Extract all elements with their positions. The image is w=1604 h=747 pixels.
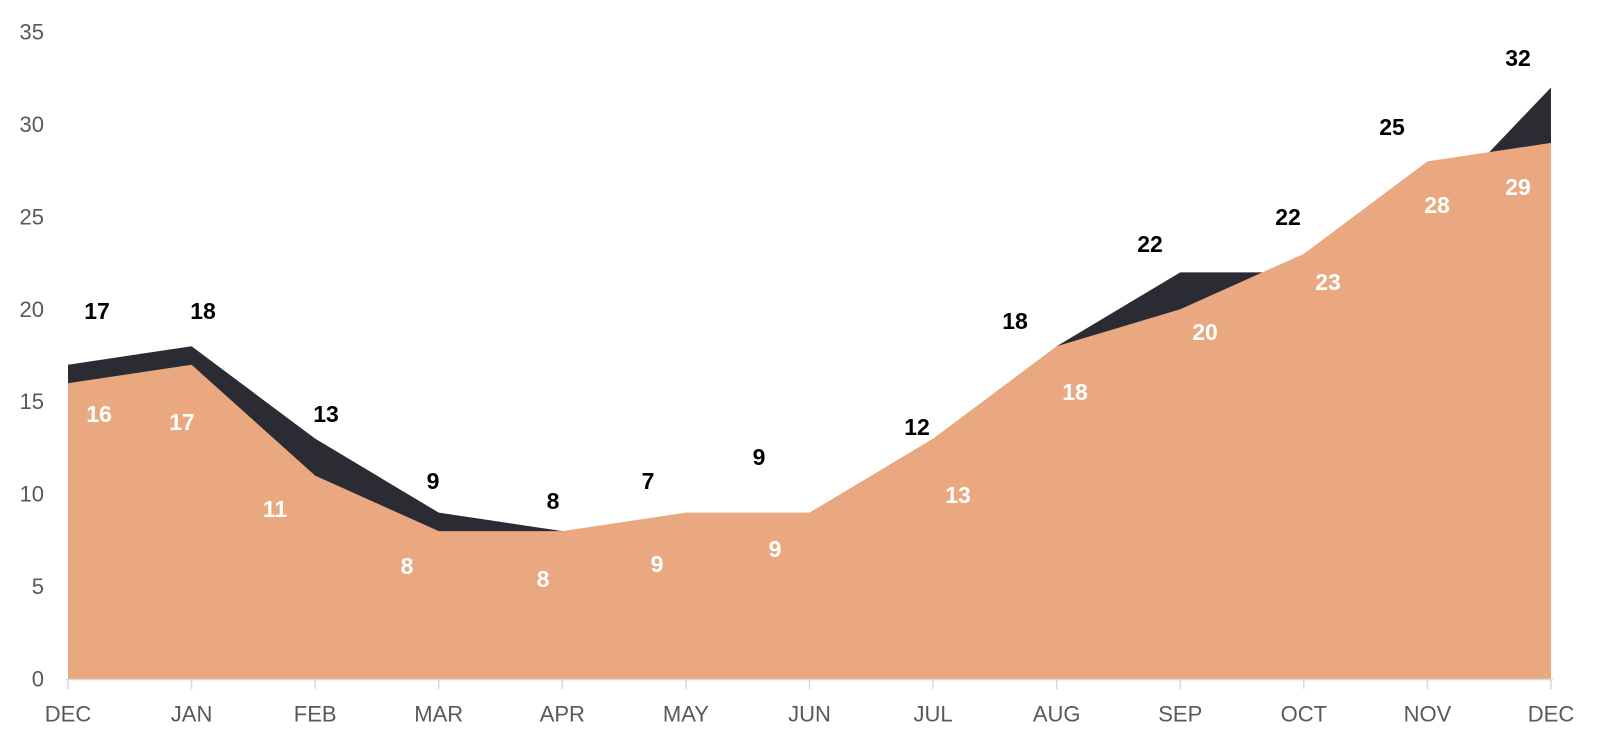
data-label-orange: 11 bbox=[263, 496, 288, 522]
x-axis-label: JUL bbox=[914, 702, 953, 727]
data-label-dark: 18 bbox=[190, 298, 216, 324]
data-label-orange: 9 bbox=[651, 551, 664, 577]
data-label-dark: 22 bbox=[1275, 204, 1301, 230]
data-label-orange: 8 bbox=[537, 566, 550, 592]
y-axis-label: 20 bbox=[20, 297, 44, 322]
data-label-orange: 23 bbox=[1315, 269, 1341, 295]
data-label-orange: 8 bbox=[401, 553, 414, 579]
data-label-dark: 32 bbox=[1505, 45, 1531, 71]
y-axis-label: 35 bbox=[20, 20, 44, 45]
x-axis-label: OCT bbox=[1281, 702, 1327, 727]
data-label-orange: 18 bbox=[1062, 379, 1088, 405]
data-label-dark: 8 bbox=[547, 488, 560, 514]
x-axis-label: DEC bbox=[45, 702, 92, 727]
data-label-dark: 9 bbox=[753, 444, 766, 470]
data-label-orange: 20 bbox=[1192, 319, 1218, 345]
data-label-orange: 16 bbox=[86, 401, 112, 427]
data-label-dark: 9 bbox=[427, 468, 440, 494]
y-axis-label: 0 bbox=[32, 667, 44, 692]
x-axis-label: JUN bbox=[788, 702, 831, 727]
x-axis-label: MAR bbox=[414, 702, 463, 727]
series-area-orange bbox=[68, 142, 1551, 679]
x-axis-label: AUG bbox=[1033, 702, 1081, 727]
data-label-orange: 29 bbox=[1505, 174, 1531, 200]
y-axis-label: 25 bbox=[20, 204, 44, 229]
data-label-orange: 17 bbox=[169, 409, 195, 435]
data-label-dark: 18 bbox=[1002, 308, 1028, 334]
x-axis-label: MAY bbox=[663, 702, 709, 727]
x-axis-label: FEB bbox=[294, 702, 337, 727]
x-axis-label: SEP bbox=[1158, 702, 1202, 727]
y-axis-label: 10 bbox=[20, 482, 44, 507]
x-axis-label: DEC bbox=[1528, 702, 1575, 727]
data-label-dark: 13 bbox=[313, 401, 339, 427]
y-axis-label: 5 bbox=[32, 574, 44, 599]
data-label-dark: 7 bbox=[642, 468, 655, 494]
data-label-orange: 28 bbox=[1424, 192, 1450, 218]
data-label-dark: 25 bbox=[1379, 114, 1405, 140]
data-label-orange: 13 bbox=[945, 482, 971, 508]
y-axis-label: 15 bbox=[20, 389, 44, 414]
data-label-orange: 9 bbox=[769, 536, 782, 562]
x-axis-label: APR bbox=[540, 702, 585, 727]
data-label-dark: 17 bbox=[84, 298, 110, 324]
y-axis-label: 30 bbox=[20, 112, 44, 137]
data-label-dark: 22 bbox=[1137, 231, 1163, 257]
data-label-dark: 12 bbox=[904, 414, 930, 440]
x-axis-label: JAN bbox=[171, 702, 213, 727]
x-axis-label: NOV bbox=[1404, 702, 1452, 727]
